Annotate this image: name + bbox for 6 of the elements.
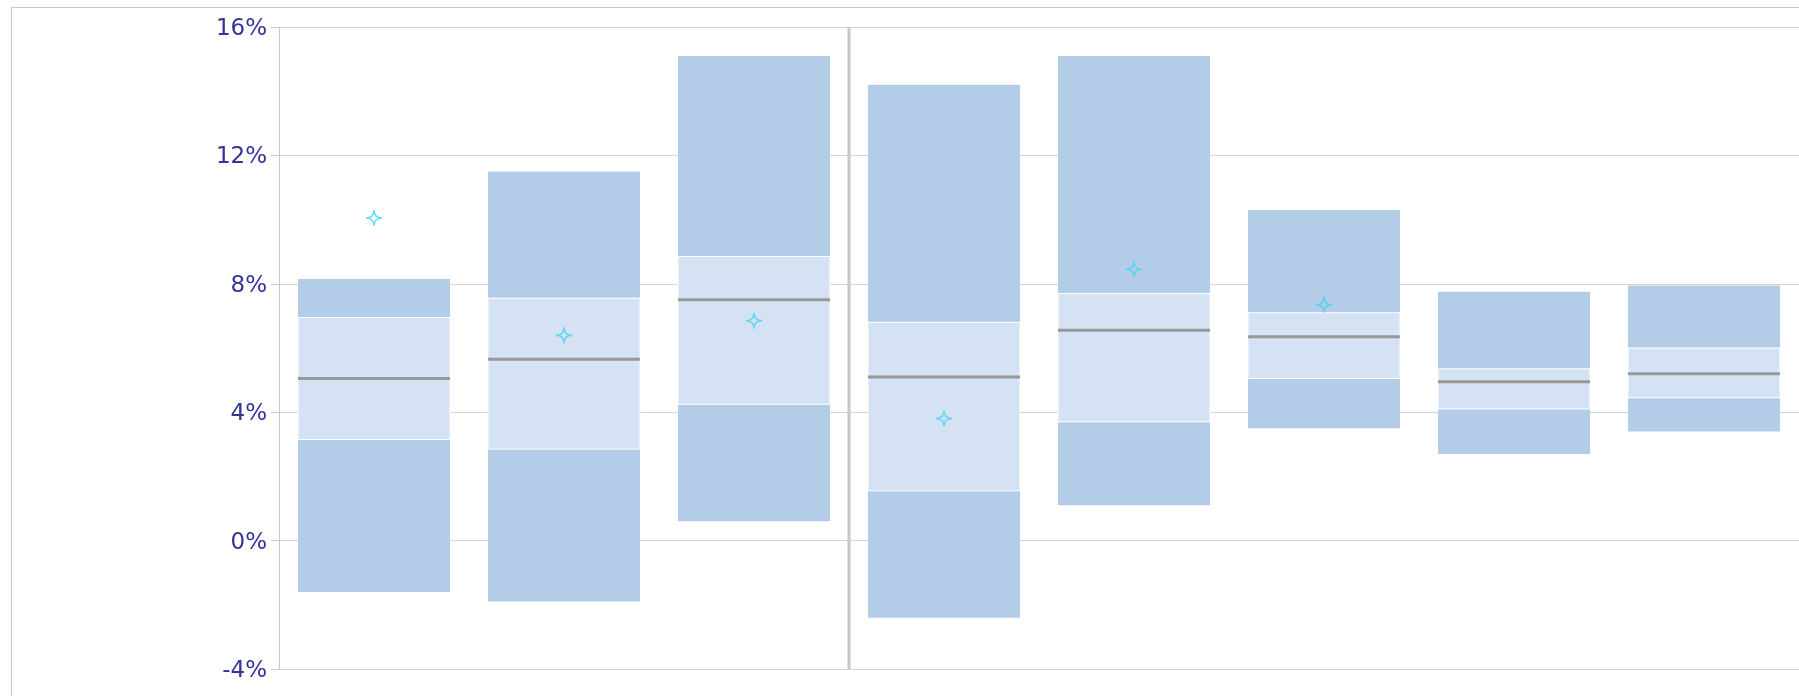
y-tick-label: 4% bbox=[230, 399, 267, 426]
y-tick-label: -4% bbox=[222, 656, 267, 682]
y-tick-label: 12% bbox=[215, 142, 267, 169]
y-tick-label: 16% bbox=[215, 14, 267, 40]
y-tick-label: 0% bbox=[230, 527, 267, 554]
y-tick-label: 8% bbox=[230, 270, 267, 297]
